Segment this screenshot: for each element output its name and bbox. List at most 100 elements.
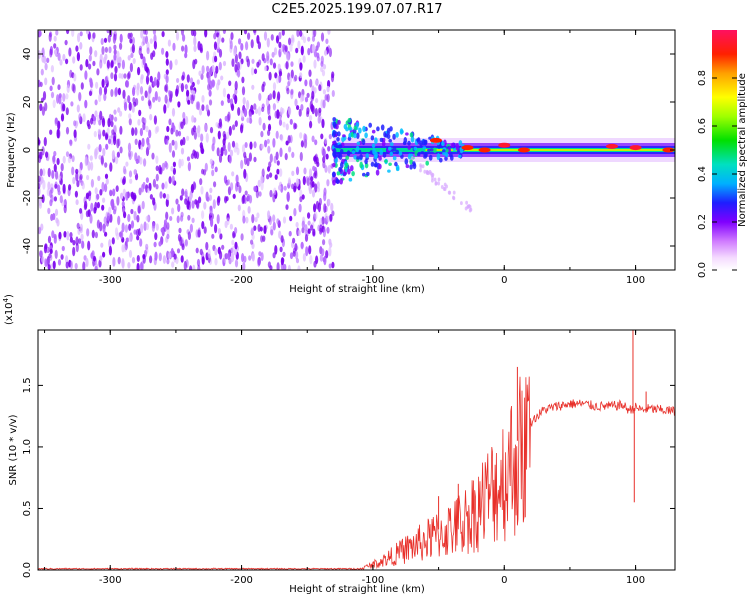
band-blob: [376, 126, 380, 132]
noise-blob: [69, 69, 73, 78]
y-tick-label: 0: [22, 147, 33, 153]
band-blob: [347, 168, 351, 175]
band-blob: [405, 164, 410, 169]
noise-blob: [90, 202, 94, 212]
noise-blob: [314, 183, 318, 193]
noise-blob: [301, 227, 305, 234]
noise-blob: [233, 249, 237, 256]
snr-frame: [37, 329, 676, 571]
noise-blob: [246, 99, 250, 110]
noise-blob: [257, 257, 261, 267]
noise-blob: [186, 74, 190, 83]
noise-blob: [256, 34, 260, 44]
noise-blob: [206, 50, 210, 61]
noise-blob: [85, 59, 89, 68]
noise-blob: [56, 157, 60, 166]
noise-blob: [251, 58, 255, 64]
noise-blob: [102, 223, 106, 233]
noise-blob: [104, 173, 109, 179]
noise-blob: [49, 199, 53, 207]
noise-blob: [152, 197, 156, 206]
noise-blob: [94, 201, 98, 211]
noise-blob: [227, 111, 231, 122]
noise-blob: [299, 189, 303, 199]
band-blob: [416, 138, 420, 142]
noise-blob: [306, 92, 310, 98]
band-blob: [412, 162, 417, 170]
noise-blob: [165, 69, 169, 75]
noise-blob: [306, 107, 310, 115]
noise-blob: [52, 99, 56, 109]
noise-blob: [310, 176, 314, 182]
noise-blob: [197, 264, 201, 270]
noise-blob: [121, 222, 125, 233]
noise-blob: [202, 169, 207, 176]
noise-blob: [199, 142, 203, 149]
noise-blob: [116, 138, 120, 149]
noise-blob: [195, 127, 199, 134]
noise-blob: [175, 31, 180, 41]
noise-blob: [292, 250, 296, 257]
noise-blob: [111, 150, 115, 160]
noise-blob: [266, 174, 270, 180]
y-tick-label: -40: [22, 238, 33, 254]
noise-blob: [123, 73, 127, 79]
noise-blob: [191, 127, 195, 136]
noise-blob: [309, 120, 313, 129]
noise-blob: [234, 53, 238, 64]
noise-blob: [250, 39, 254, 49]
noise-blob: [81, 240, 85, 249]
noise-blob: [230, 32, 234, 41]
noise-blob: [158, 164, 162, 175]
noise-blob: [128, 150, 132, 158]
noise-blob: [323, 191, 327, 202]
noise-blob: [113, 49, 117, 55]
noise-blob: [57, 120, 61, 130]
noise-blob: [52, 213, 56, 221]
x-tick-label: -300: [99, 275, 122, 286]
noise-blob: [299, 151, 303, 162]
noise-blob: [295, 221, 299, 228]
noise-blob: [145, 177, 149, 184]
noise-blob: [155, 165, 159, 172]
noise-blob: [322, 64, 327, 70]
noise-blob: [193, 44, 197, 53]
noise-blob: [57, 259, 62, 266]
noise-blob: [44, 62, 48, 71]
noise-blob: [117, 256, 121, 265]
noise-blob: [109, 213, 113, 223]
noise-blob: [186, 156, 191, 162]
noise-blob: [94, 110, 98, 118]
noise-blob: [331, 71, 335, 79]
x-tick-label: 100: [626, 275, 645, 286]
noise-blob: [269, 58, 273, 66]
noise-blob: [47, 235, 52, 244]
noise-blob: [124, 224, 128, 233]
noise-blob: [313, 203, 317, 213]
noise-blob: [59, 195, 63, 204]
noise-blob: [198, 70, 202, 77]
noise-blob: [177, 130, 182, 137]
noise-blob: [231, 140, 236, 148]
noise-blob: [195, 101, 199, 110]
band-blob: [413, 146, 418, 151]
noise-blob: [165, 51, 169, 58]
band-blob: [403, 137, 408, 144]
noise-blob: [294, 243, 298, 252]
noise-blob: [165, 138, 169, 145]
noise-blob: [205, 132, 209, 143]
noise-blob: [113, 124, 117, 133]
noise-blob: [184, 44, 188, 55]
noise-blob: [38, 139, 41, 145]
noise-blob: [280, 134, 284, 142]
noise-blob: [261, 83, 265, 93]
noise-blob: [227, 252, 231, 261]
noise-blob: [238, 38, 242, 45]
noise-blob: [323, 218, 327, 224]
noise-blob: [53, 163, 57, 173]
band-blob: [375, 169, 380, 176]
noise-blob: [109, 189, 113, 195]
streak-blob: [437, 177, 441, 182]
streak-blob: [433, 177, 437, 182]
streak-blob: [431, 175, 434, 180]
